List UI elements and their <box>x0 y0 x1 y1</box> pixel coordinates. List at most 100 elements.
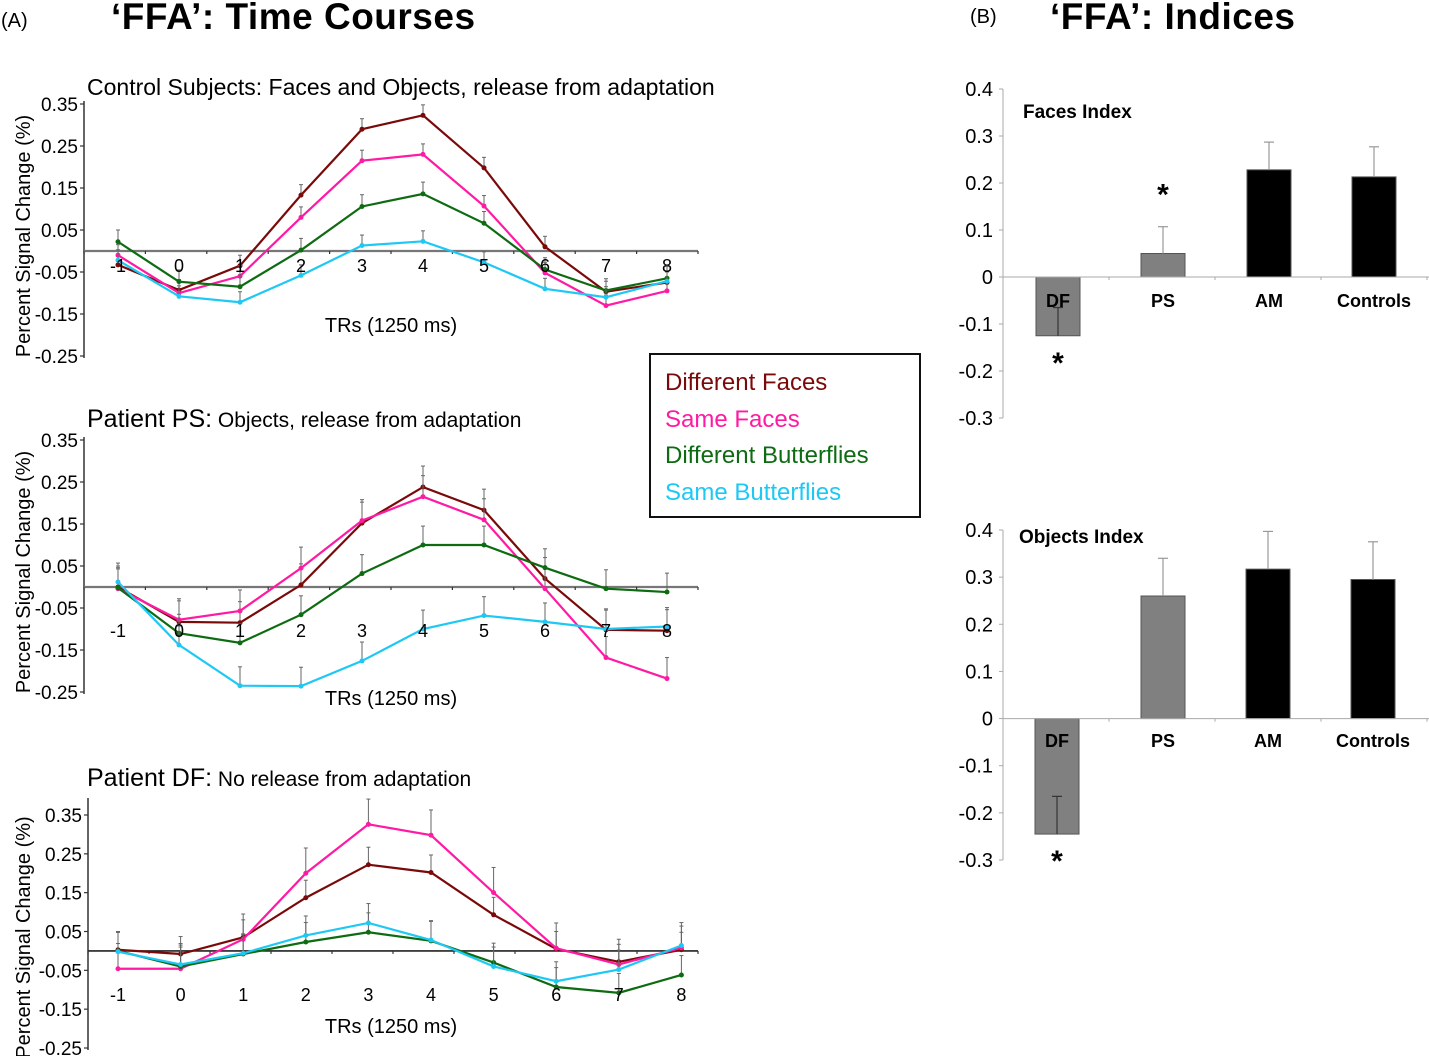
data-point <box>359 126 365 132</box>
x-tick-label: 2 <box>296 256 306 276</box>
objects-index-bar-chart: 0.4 0.3 0.2 0.1 0 -0.1 -0.2 -0.3 Objects Index DF… <box>959 520 1429 878</box>
series-different-faces <box>115 846 684 965</box>
data-point <box>303 932 309 938</box>
x-axis-label: TRs (1250 ms) <box>325 688 457 710</box>
x-tick-label: -1 <box>110 256 126 276</box>
bar-chart-title: Objects Index <box>1019 527 1144 548</box>
bar-ps <box>1140 253 1186 278</box>
y-axis-label: Percent Signal Change (%) <box>13 115 35 357</box>
data-point <box>237 284 243 290</box>
legend-item-different-faces: Different Faces <box>665 369 828 396</box>
data-point <box>542 565 548 571</box>
data-point <box>481 203 487 209</box>
y-tick-label: -0.05 <box>35 263 78 284</box>
y-tick-label: -0.3 <box>959 850 993 872</box>
category-label: PS <box>1151 731 1175 751</box>
bar-chart-title: Faces Index <box>1023 102 1132 123</box>
data-point <box>365 920 371 926</box>
ps-title-bold: Patient PS: <box>87 405 213 433</box>
df-title-rest: No release from adaptation <box>212 768 472 791</box>
data-point <box>481 165 487 171</box>
data-point <box>420 151 426 157</box>
data-point <box>491 963 497 969</box>
category-label: Controls <box>1336 731 1410 751</box>
category-label: DF <box>1045 731 1069 751</box>
data-point <box>298 247 304 253</box>
controls-title-bold: Control Subjects: <box>87 74 263 100</box>
ps-chart-title: Patient PS: Objects, release from adapta… <box>87 405 521 434</box>
y-tick-label: 0 <box>982 709 993 731</box>
series-line <box>117 495 668 680</box>
x-tick-label: 3 <box>363 985 373 1005</box>
data-point <box>481 542 487 548</box>
y-tick-label: -0.05 <box>39 961 82 982</box>
y-tick-label: 0.4 <box>965 79 993 101</box>
data-point <box>365 929 371 935</box>
x-tick-label: 1 <box>235 621 245 641</box>
y-tick-label: -0.15 <box>35 641 78 662</box>
series-different-faces <box>115 104 670 295</box>
y-tick-label: -0.3 <box>959 408 993 430</box>
x-tick-label: 2 <box>296 621 306 641</box>
category-label: PS <box>1151 291 1175 311</box>
x-tick-label: 6 <box>540 256 550 276</box>
data-point <box>303 895 309 901</box>
data-point <box>176 279 182 285</box>
data-point <box>298 214 304 220</box>
x-axis-label: TRs (1250 ms) <box>325 315 457 337</box>
data-point <box>237 299 243 305</box>
data-point <box>542 586 548 592</box>
bar-am <box>1245 568 1291 720</box>
data-point <box>553 984 559 990</box>
data-point <box>542 266 548 272</box>
series-same-faces <box>115 798 684 972</box>
data-point <box>664 623 670 629</box>
data-point <box>115 239 121 245</box>
panel-a-title: ‘FFA’: Time Courses <box>111 0 476 37</box>
bar-controls <box>1350 579 1396 720</box>
data-point <box>542 286 548 292</box>
x-tick-label: 0 <box>176 985 186 1005</box>
data-point <box>553 945 559 951</box>
y-tick-label: 0.05 <box>41 221 78 242</box>
x-tick-label: 3 <box>357 256 367 276</box>
data-point <box>481 517 487 523</box>
significance-asterisk: * <box>1051 845 1063 878</box>
data-point <box>303 870 309 876</box>
y-tick-label: -0.15 <box>35 305 78 326</box>
y-tick-label: 0.1 <box>965 661 993 683</box>
series-line <box>117 192 668 292</box>
series-line <box>118 823 682 970</box>
data-point <box>298 272 304 278</box>
data-point <box>237 608 243 614</box>
y-tick-label: -0.1 <box>959 756 993 778</box>
y-tick-label: -0.25 <box>35 683 78 704</box>
y-axis-label: Percent Signal Change (%) <box>13 816 35 1056</box>
x-tick-label: 0 <box>174 256 184 276</box>
data-point <box>115 949 121 955</box>
x-tick-label: 4 <box>418 621 428 641</box>
data-point <box>237 640 243 646</box>
x-tick-label: 5 <box>489 985 499 1005</box>
data-point <box>664 589 670 595</box>
category-label: Controls <box>1337 291 1411 311</box>
bar-am <box>1246 169 1292 278</box>
data-point <box>298 683 304 689</box>
data-point <box>115 966 121 972</box>
x-tick-label: 2 <box>301 985 311 1005</box>
data-point <box>428 869 434 875</box>
data-point <box>359 571 365 577</box>
legend-item-same-faces: Same Faces <box>665 405 800 433</box>
data-point <box>115 257 121 263</box>
y-tick-label: -0.1 <box>959 314 993 336</box>
y-tick-label: 0.05 <box>41 557 78 578</box>
data-point <box>359 203 365 209</box>
data-point <box>420 494 426 500</box>
data-point <box>303 939 309 945</box>
x-tick-label: 7 <box>601 256 611 276</box>
data-point <box>420 238 426 244</box>
data-point <box>115 262 121 268</box>
data-point <box>553 978 559 984</box>
